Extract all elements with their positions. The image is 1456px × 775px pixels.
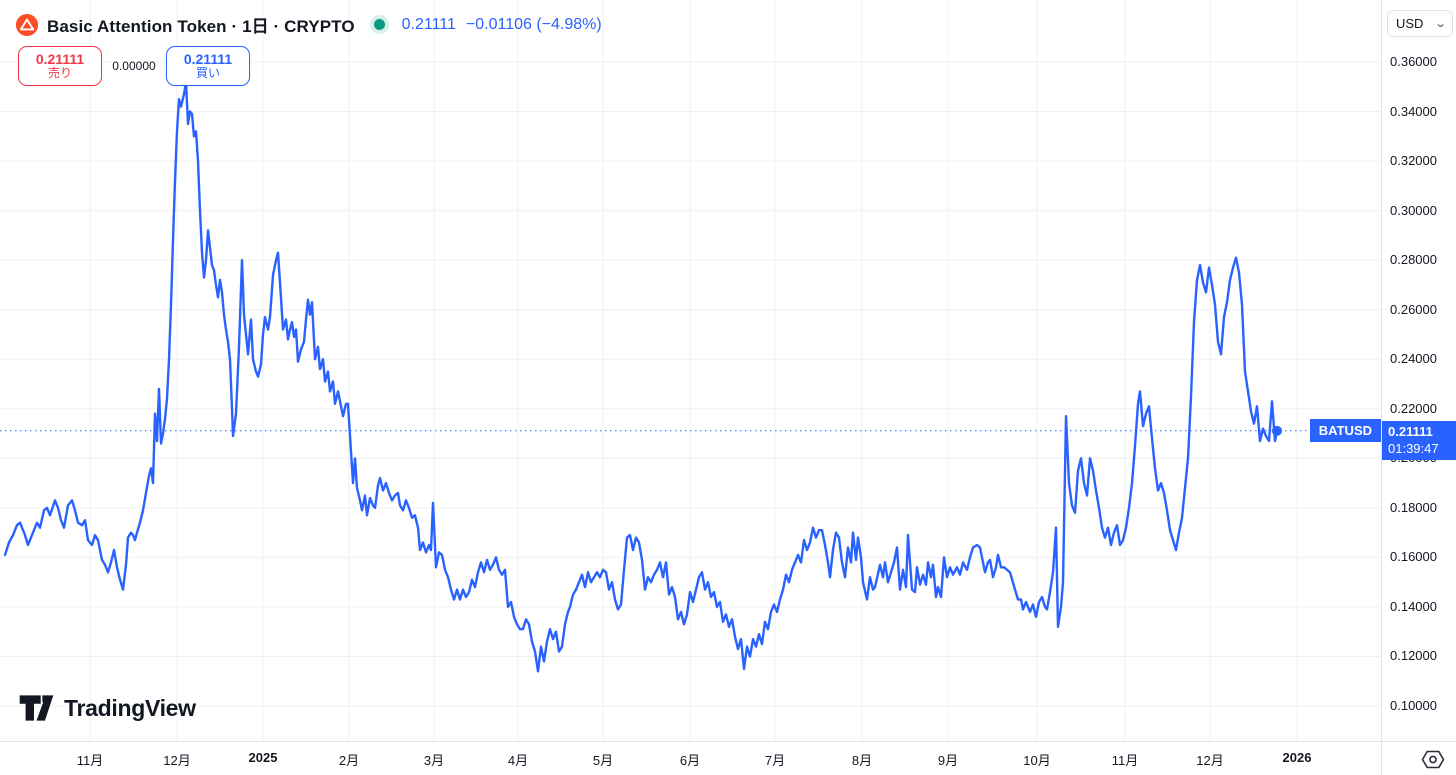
series-price-tag: BATUSD bbox=[1309, 419, 1381, 443]
time-tick-label: 4月 bbox=[507, 753, 529, 768]
bar-countdown: 01:39:47 bbox=[1388, 440, 1439, 456]
time-tick-label: 11月 bbox=[76, 753, 104, 768]
buy-button[interactable]: 0.21111 買い bbox=[166, 46, 250, 86]
time-tick-label: 12月 bbox=[1196, 753, 1224, 768]
order-entry-widget: 0.21111 売り 0.00000 0.21111 買い bbox=[18, 46, 250, 86]
price-tick-label: 0.36000 bbox=[1390, 54, 1437, 69]
time-tick-label: 10月 bbox=[1023, 753, 1051, 768]
buy-price: 0.21111 bbox=[183, 51, 233, 68]
axis-corner-separator bbox=[1381, 742, 1382, 775]
time-tick-label: 2026 bbox=[1282, 750, 1312, 765]
time-tick-label: 9月 bbox=[937, 753, 959, 768]
price-tick-label: 0.30000 bbox=[1390, 202, 1437, 218]
price-axis[interactable]: USD ⌄ 0.36000 0.34000 0.32000 0.30000 0.2800… bbox=[1381, 0, 1456, 741]
chevron-down-icon: ⌄ bbox=[1433, 18, 1447, 30]
price-tick-label: 0.12000 bbox=[1390, 648, 1437, 664]
price-tick-label: 0.32000 bbox=[1390, 153, 1437, 169]
currency-label: USD bbox=[1396, 16, 1424, 31]
price-tick-label: 0.22000 bbox=[1390, 400, 1437, 416]
sell-price: 0.21111 bbox=[35, 51, 85, 68]
last-price: 0.21111 bbox=[401, 15, 456, 33]
hexagon-circle-icon bbox=[1421, 750, 1445, 768]
last-price-dot bbox=[1272, 425, 1282, 436]
time-tick-label: 2025 bbox=[248, 750, 278, 765]
price-tick-label: 0.28000 bbox=[1390, 252, 1437, 268]
price-line-chart bbox=[0, 0, 1381, 741]
price-tick-label: 0.10000 bbox=[1390, 698, 1437, 714]
time-axis-settings-icon[interactable] bbox=[1419, 747, 1447, 771]
symbol-title[interactable]: Basic Attention Token · 1日 · CRYPTO bbox=[47, 17, 355, 36]
spread-value: 0.00000 bbox=[112, 59, 156, 73]
time-tick-label: 7月 bbox=[764, 753, 786, 768]
price-tick-label: 0.34000 bbox=[1390, 103, 1437, 119]
bat-token-logo-icon[interactable] bbox=[16, 13, 38, 36]
market-status-icon[interactable] bbox=[373, 19, 385, 30]
current-price-axis-label: 0.21111 01:39:47 bbox=[1382, 420, 1456, 460]
symbol-header: Basic Attention Token · 1日 · CRYPTO 0.21… bbox=[16, 12, 602, 37]
currency-unit-button[interactable]: USD ⌄ bbox=[1387, 10, 1453, 37]
current-price-value: 0.21111 bbox=[1388, 423, 1433, 439]
price-tick-label: 0.14000 bbox=[1390, 598, 1437, 614]
time-tick-label: 3月 bbox=[423, 753, 445, 768]
watermark-text: TradingView bbox=[64, 694, 196, 721]
price-tick-label: 0.24000 bbox=[1390, 351, 1437, 367]
time-tick-label: 8月 bbox=[851, 753, 873, 768]
price-line-series bbox=[3, 80, 1279, 673]
buy-label: 買い bbox=[195, 66, 220, 81]
tradingview-watermark[interactable]: TradingView bbox=[18, 692, 196, 724]
time-tick-label: 11月 bbox=[1111, 753, 1139, 768]
time-tick-label: 2月 bbox=[338, 753, 360, 768]
tradingview-logo-icon bbox=[19, 695, 54, 721]
quote-values: 0.21111 −0.01106 (−4.98%) bbox=[402, 16, 602, 34]
time-tick-label: 6月 bbox=[679, 753, 701, 768]
price-tick-label: 0.16000 bbox=[1390, 549, 1437, 565]
sell-button[interactable]: 0.21111 売り bbox=[18, 46, 102, 86]
time-tick-label: 5月 bbox=[592, 753, 614, 768]
price-change: −0.01106 (−4.98%) bbox=[465, 15, 602, 33]
sell-label: 売り bbox=[47, 66, 72, 81]
time-axis[interactable]: 11月 12月 2025 2月 3月 4月 5月 6月 7月 8月 9月 10月 11月 12月 2026 bbox=[0, 741, 1456, 775]
time-tick-label: 12月 bbox=[163, 753, 191, 768]
price-tick-label: 0.26000 bbox=[1390, 301, 1437, 317]
price-tick-label: 0.18000 bbox=[1390, 499, 1437, 515]
chart-pane[interactable]: BATUSD bbox=[0, 0, 1381, 741]
bat-triangle-icon bbox=[16, 13, 38, 36]
